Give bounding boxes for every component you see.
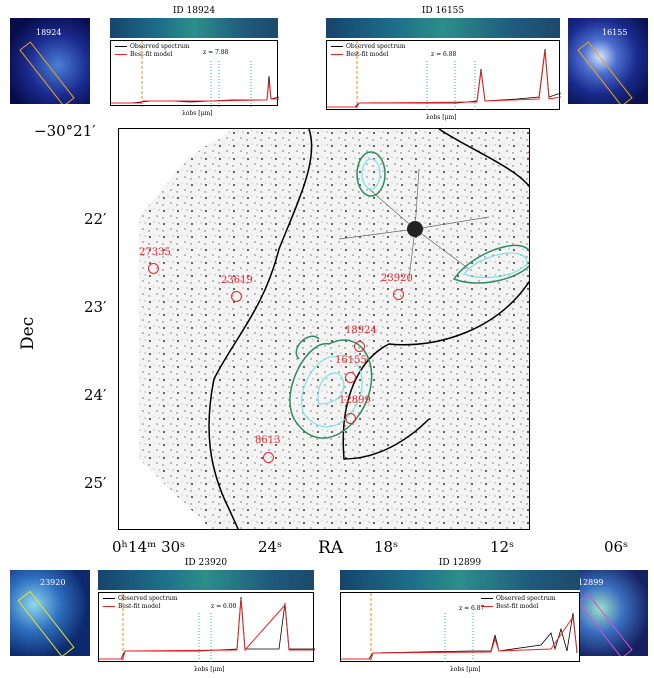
ra-tick: 12ˢ	[490, 538, 515, 556]
source-label: 38335	[527, 151, 529, 162]
spectrum-xlabel: λobs [μm]	[182, 110, 213, 117]
redshift-label: z = 7.88	[203, 49, 229, 56]
spectrum-curve	[99, 593, 315, 663]
spectrum-legend: Observed spectrum Best-fit model	[331, 43, 406, 59]
spectrum-xlabel: λobs [μm]	[426, 114, 457, 121]
ra-tick: 0ʰ14ᵐ 30ˢ	[112, 538, 186, 556]
spectrum-title: ID 16155	[421, 6, 465, 16]
spectrum-xlabel: λobs [μm]	[450, 666, 481, 673]
spectrum-2d	[326, 18, 560, 38]
source-label: 18924	[345, 325, 377, 336]
spectrum-plot: Observed spectrum Best-fit model z = 6.8…	[340, 592, 580, 663]
source-label: 23920	[381, 273, 413, 284]
thumbnail-12899: 12899	[568, 570, 648, 656]
legend-observed: Observed spectrum	[496, 595, 556, 602]
redshift-label: z = 6.00	[211, 603, 237, 610]
thumbnail-18924: 18924	[10, 18, 90, 104]
spectrum-plot: Observed spectrum Best-fit model z = 7.8…	[110, 40, 279, 107]
green-contours	[289, 151, 529, 439]
legend-model: Best-fit model	[130, 51, 173, 58]
ra-axis-label: RA	[318, 538, 344, 558]
source-marker[interactable]	[354, 341, 365, 352]
thumbnail-label: 23920	[40, 578, 66, 587]
source-label: 27335	[139, 247, 171, 258]
spectrum-plot: Observed spectrum Best-fit model z = 6.8…	[326, 40, 561, 111]
spectrum-title: ID 12899	[438, 558, 482, 568]
spectrum-2d	[110, 18, 278, 38]
source-marker[interactable]	[231, 291, 242, 302]
legend-model: Best-fit model	[496, 603, 539, 610]
thumbnail-label: 12899	[578, 578, 604, 587]
spectrum-legend: Observed spectrum Best-fit model	[481, 595, 556, 611]
source-marker[interactable]	[345, 413, 356, 424]
spectrum-panel-16155: ID 16155 Observed spectrum Best-fit mode…	[326, 6, 561, 121]
ra-tick: 18ˢ	[374, 538, 399, 556]
dec-tick: 24′	[84, 386, 107, 404]
spectrum-panel-23920: ID 23920 Observed spectrum Best-fit mode…	[98, 558, 315, 673]
spectrum-2d	[340, 570, 580, 590]
dec-tick: 25′	[84, 474, 107, 492]
sky-map: 38335 27335 23619 23920 18924 16155 1289…	[118, 128, 530, 530]
spectrum-panel-12899: ID 12899 Observed spectrum Best-fit mode…	[340, 558, 580, 673]
spectrum-2d	[98, 570, 314, 590]
source-label: 12899	[339, 395, 371, 406]
black-contour	[208, 129, 313, 529]
spectrum-xlabel: λobs [μm]	[194, 666, 225, 673]
thumbnail-16155: 16155	[568, 18, 648, 104]
dec-tick: 22′	[84, 210, 107, 228]
sky-map-image	[139, 129, 529, 529]
dec-axis-label: Dec	[18, 316, 38, 350]
spectrum-legend: Observed spectrum Best-fit model	[115, 43, 190, 59]
ra-tick: 06ˢ	[604, 538, 629, 556]
thumbnail-label: 18924	[36, 28, 62, 37]
spectrum-curve	[111, 41, 279, 107]
spectrum-curve	[341, 593, 578, 663]
spectrum-title: ID 23920	[184, 558, 228, 568]
legend-observed: Observed spectrum	[130, 43, 190, 50]
redshift-label: z = 6.88	[431, 51, 457, 58]
source-marker[interactable]	[148, 263, 159, 274]
source-marker[interactable]	[393, 289, 404, 300]
spectrum-legend: Observed spectrum Best-fit model	[103, 595, 178, 611]
source-marker[interactable]	[345, 372, 356, 383]
spectrum-title: ID 18924	[172, 6, 216, 16]
legend-observed: Observed spectrum	[346, 43, 406, 50]
source-label: 8613	[255, 435, 281, 446]
redshift-label: z = 6.87	[459, 605, 485, 612]
legend-observed: Observed spectrum	[118, 595, 178, 602]
thumbnail-23920: 23920	[10, 570, 90, 656]
dec-tick: 23′	[84, 298, 107, 316]
spectrum-curve	[327, 41, 561, 111]
spectrum-panel-18924: ID 18924 Observed spectrum Best-fit mode…	[110, 6, 279, 117]
cyan-contours	[301, 158, 528, 428]
legend-model: Best-fit model	[118, 603, 161, 610]
source-marker[interactable]	[263, 452, 274, 463]
star-spikes	[338, 168, 490, 280]
dec-tick: −30°21′	[34, 122, 96, 140]
source-label: 16155	[335, 355, 367, 366]
ra-tick: 24ˢ	[258, 538, 283, 556]
source-label: 23619	[221, 275, 253, 286]
thumbnail-label: 16155	[602, 28, 628, 37]
spectrum-plot: Observed spectrum Best-fit model z = 6.0…	[98, 592, 315, 663]
legend-model: Best-fit model	[346, 51, 389, 58]
